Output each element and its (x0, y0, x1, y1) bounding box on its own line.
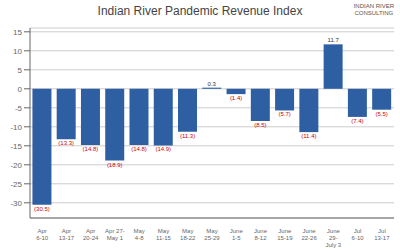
svg-text:(13.3): (13.3) (58, 140, 74, 146)
svg-text:11.7: 11.7 (328, 37, 340, 43)
svg-text:May25-29: May25-29 (204, 228, 220, 241)
svg-text:5: 5 (18, 66, 23, 75)
svg-text:(14.8): (14.8) (131, 146, 147, 152)
svg-text:(5.5): (5.5) (375, 111, 387, 117)
svg-text:-30: -30 (10, 199, 22, 208)
svg-text:Apr20-24: Apr20-24 (83, 228, 99, 241)
svg-text:May18-22: May18-22 (180, 228, 196, 241)
svg-text:10: 10 (13, 47, 22, 56)
svg-text:June1-5: June1-5 (230, 228, 244, 241)
svg-text:June8-12: June8-12 (254, 228, 268, 241)
svg-text:(14.8): (14.8) (83, 146, 99, 152)
svg-text:Jul6-10: Jul6-10 (352, 228, 365, 241)
html-text:INDIAN RIVER: INDIAN RIVER (353, 3, 394, 9)
svg-text:(14.9): (14.9) (155, 146, 171, 152)
svg-text:June22-26: June22-26 (301, 228, 317, 241)
svg-text:-10: -10 (10, 123, 22, 132)
svg-text:15: 15 (13, 28, 22, 37)
svg-text:0.3: 0.3 (208, 81, 217, 87)
svg-text:-20: -20 (10, 161, 22, 170)
svg-text:(5.7): (5.7) (278, 111, 290, 117)
svg-text:June15-19: June15-19 (277, 228, 293, 241)
svg-text:May11-15: May11-15 (156, 228, 172, 241)
html-text:CONSULTING: CONSULTING (354, 10, 394, 16)
svg-text:May4-8: May4-8 (134, 228, 145, 241)
svg-text:0: 0 (18, 85, 23, 94)
svg-text:Jul13-17: Jul13-17 (374, 228, 390, 241)
svg-text:-15: -15 (10, 142, 22, 151)
svg-text:(11.4): (11.4) (301, 133, 316, 139)
svg-text:-25: -25 (10, 180, 22, 189)
svg-text:Apr6-10: Apr6-10 (36, 228, 49, 241)
svg-text:June29-July 3: June29-July 3 (325, 228, 341, 248)
svg-text:(30.5): (30.5) (34, 206, 50, 212)
svg-text:(11.3): (11.3) (180, 133, 195, 139)
svg-text:-5: -5 (15, 104, 23, 113)
html-text:Indian River Pandemic Revenue: Indian River Pandemic Revenue Index (97, 4, 303, 18)
svg-text:(1.4): (1.4) (230, 95, 242, 101)
svg-text:(18.9): (18.9) (107, 162, 123, 168)
svg-text:Apr13-17: Apr13-17 (59, 228, 75, 241)
svg-text:(7.4): (7.4) (351, 118, 363, 124)
svg-text:Apr 27-May 1: Apr 27-May 1 (105, 228, 125, 241)
svg-text:(8.5): (8.5) (254, 122, 266, 128)
